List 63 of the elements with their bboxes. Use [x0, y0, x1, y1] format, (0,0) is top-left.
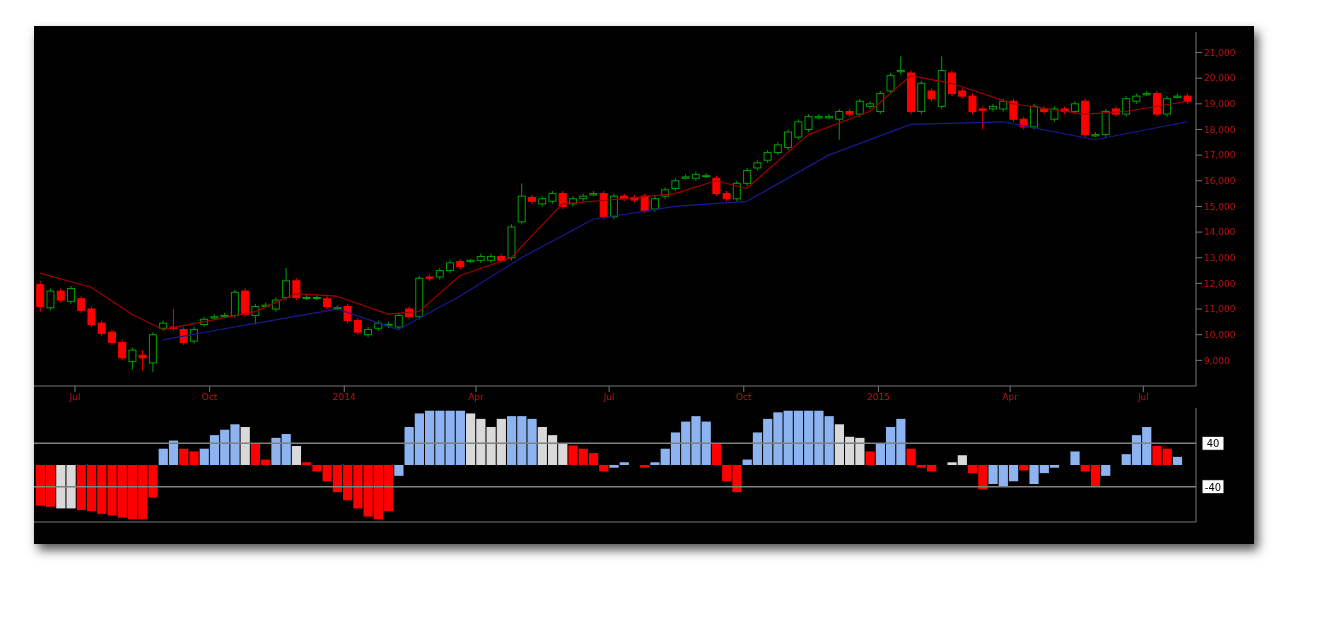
bar	[291, 446, 302, 465]
candlestick	[292, 277, 301, 301]
bar	[711, 443, 722, 465]
y-tick-label: 20,000	[1204, 73, 1236, 84]
candlestick	[866, 100, 875, 110]
x-tick-label: 2015	[866, 392, 890, 403]
candlestick	[968, 93, 977, 115]
y-tick-label: 17,000	[1204, 150, 1236, 161]
ref-line-label: -40	[1204, 481, 1222, 493]
bar	[394, 465, 404, 476]
candlestick	[87, 305, 96, 328]
y-tick-label: 16,000	[1204, 175, 1236, 186]
y-tick-label: 15,000	[1204, 201, 1236, 212]
x-tick-label: Jul	[602, 392, 615, 403]
x-tick-label: Apr	[468, 392, 485, 403]
bar	[619, 462, 629, 465]
bar	[240, 427, 250, 465]
bar	[302, 462, 312, 465]
candlestick	[230, 289, 239, 319]
y-tick-label: 14,000	[1204, 227, 1236, 238]
candlestick	[118, 339, 127, 361]
bar	[640, 465, 650, 468]
candlestick	[947, 69, 956, 97]
x-tick-label: Apr	[1002, 392, 1019, 403]
x-tick-label: Oct	[201, 392, 218, 403]
candlestick	[46, 288, 55, 311]
y-tick-label: 10,000	[1204, 329, 1236, 340]
bar	[1172, 456, 1183, 465]
candlestick	[599, 190, 608, 220]
candlestick	[784, 128, 793, 151]
bar	[1101, 465, 1111, 476]
bar	[609, 465, 619, 468]
y-tick-label: 11,000	[1204, 304, 1236, 315]
bar	[599, 465, 609, 472]
candlestick	[1122, 95, 1131, 118]
line-series	[162, 121, 1188, 341]
y-tick-label: 13,000	[1204, 252, 1236, 263]
bar	[1070, 451, 1080, 465]
candlestick	[241, 288, 250, 318]
y-tick-label: 21,000	[1204, 47, 1236, 58]
candlestick	[1029, 103, 1038, 130]
bar	[1019, 465, 1029, 471]
candlestick	[978, 105, 987, 130]
candlestick	[988, 103, 997, 113]
candlestick	[702, 172, 711, 179]
x-tick-label: Jul	[68, 392, 81, 403]
candlestick	[128, 347, 137, 370]
y-tick-label: 12,000	[1204, 278, 1236, 289]
candlestick	[1152, 90, 1161, 118]
line-series	[39, 75, 1188, 331]
candlestick	[794, 118, 803, 141]
x-tick-label: Oct	[736, 392, 753, 403]
y-tick-label: 18,000	[1204, 124, 1236, 135]
bar	[906, 448, 916, 465]
x-tick-label: Jul	[1136, 392, 1149, 403]
y-tick-label: 9,000	[1204, 355, 1231, 366]
x-tick-label: 2014	[332, 392, 356, 403]
y-tick-label: 19,000	[1204, 99, 1236, 110]
candlestick	[835, 108, 844, 141]
bar	[865, 451, 875, 465]
candlestick	[282, 267, 291, 301]
candlestick	[36, 280, 45, 313]
ref-line-label: 40	[1206, 438, 1220, 450]
